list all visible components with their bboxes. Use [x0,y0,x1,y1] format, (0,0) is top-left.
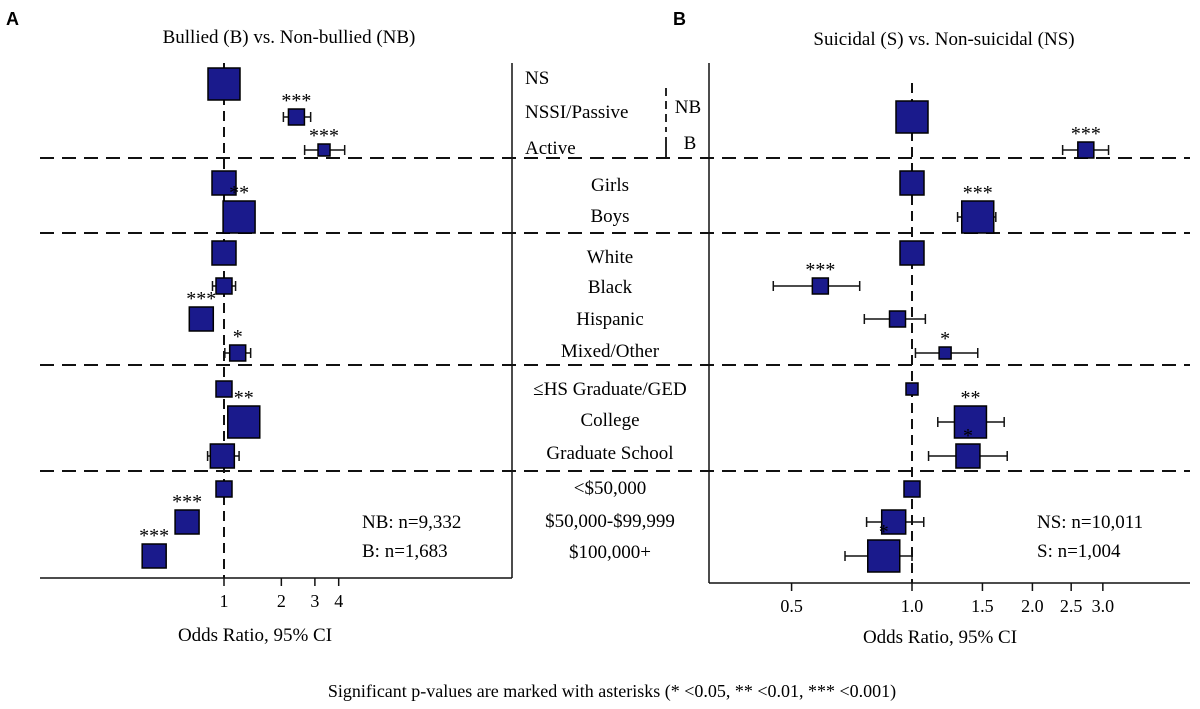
row-label-hs-graduate: ≤HS Graduate/GED [533,379,686,400]
panel-a-significance-label: *** [309,125,339,147]
panel-b-point-marker [899,170,925,196]
side-label-nb: NB [675,97,701,118]
row-label-income-mid: $50,000-$99,999 [545,511,675,532]
panel-a-point-marker [215,480,233,498]
panel-a-x-tick-label: 4 [334,591,343,611]
panel-a-point-marker [141,543,167,569]
panel-b-point-marker [960,200,995,234]
panel-b-significance-label: * [879,521,889,543]
panel-b-point-marker [905,382,919,396]
panel-a-point-marker [174,509,200,535]
panel-a-sample-size-nb: NB: n=9,332 [362,512,461,533]
panel-a-point-marker [215,277,233,295]
panel-b-title: Suicidal (S) vs. Non-suicidal (NS) [813,29,1074,50]
panel-b-point-marker [811,277,830,295]
panel-a-point-marker [209,443,236,469]
row-label-white: White [587,247,633,268]
panel-b-x-tick-label: 3.0 [1092,596,1115,616]
panel-b-point-marker [1077,141,1095,159]
row-label-income-low: <$50,000 [574,478,646,499]
panel-b-x-tick-label: 2.5 [1060,596,1083,616]
row-label-graduate-school: Graduate School [546,443,673,464]
panel-b-point-marker [888,310,907,328]
panel-a-marks: 1 2 3 4******************** [139,67,346,611]
row-label-black: Black [588,277,633,298]
panel-a-point-marker [287,108,306,126]
panel-b-point-marker [899,240,925,266]
panel-a-point-marker [207,67,241,101]
panel-a-significance-label: * [233,326,243,348]
panel-a-point-marker [211,170,237,196]
panel-a-significance-label: ** [234,387,254,409]
panel-a-point-marker [215,380,233,398]
panel-a-point-marker [227,405,261,439]
panel-b-letter: B [673,9,686,29]
row-label-income-high: $100,000+ [569,542,651,563]
panel-b-x-tick-label: 0.5 [780,596,803,616]
panel-b-point-marker [953,405,988,439]
panel-a-significance-label: *** [172,491,202,513]
side-label-b: B [684,133,697,154]
panel-a-letter: A [6,9,19,29]
panel-b-significance-label: ** [960,387,980,409]
panel-b-significance-label: *** [1071,123,1101,145]
row-label-active: Active [525,138,576,159]
panel-b-x-axis-label: Odds Ratio, 95% CI [863,627,1017,648]
row-label-ns: NS [525,68,549,89]
panel-a-point-marker [317,143,331,157]
row-label-boys: Boys [590,206,629,227]
panel-a-sample-size-b: B: n=1,683 [362,541,448,562]
panel-b-x-tick-label: 1.0 [901,596,924,616]
panel-b-point-marker [880,509,907,535]
panel-a-x-tick-label: 2 [277,591,286,611]
panel-b-sample-size-s: S: n=1,004 [1037,541,1121,562]
row-label-college: College [580,410,639,431]
panel-b-point-marker [955,443,981,469]
panel-a-significance-label: ** [229,182,249,204]
panel-b-significance-label: *** [963,182,993,204]
panel-a-point-marker [222,200,256,234]
panel-b-significance-label: *** [805,259,835,281]
row-label-nssi-passive: NSSI/Passive [525,102,628,123]
panel-b-significance-label: * [940,328,950,350]
panel-b-significance-label: * [963,425,973,447]
panel-b-sample-size-ns: NS: n=10,011 [1037,512,1143,533]
row-label-mixed-other: Mixed/Other [561,341,660,362]
panel-a-x-axis-label: Odds Ratio, 95% CI [178,625,332,646]
panel-b-marks: 0.5 1.0 1.5 2.0 2.5 3.0************** [772,100,1115,616]
panel-a-title: Bullied (B) vs. Non-bullied (NB) [163,27,416,48]
panel-a-point-marker [211,240,237,266]
panel-a-x-tick-label: 3 [310,591,319,611]
panel-a-point-marker [228,344,247,362]
row-label-girls: Girls [591,175,629,196]
panel-b-point-marker [903,480,921,498]
panel-b-point-marker [867,539,901,573]
panel-a-significance-label: *** [281,90,311,112]
panel-a-significance-label: *** [139,525,169,547]
panel-b-point-marker [895,100,929,134]
panel-b-x-tick-label: 2.0 [1021,596,1044,616]
panel-a-point-marker [188,306,215,332]
row-label-hispanic: Hispanic [576,309,644,330]
panel-a-x-tick-label: 1 [220,591,229,611]
figure-caption: Significant p-values are marked with ast… [328,681,896,702]
panel-b-x-tick-label: 1.5 [971,596,994,616]
panel-b-point-marker [938,346,952,360]
panel-a-significance-label: *** [186,288,216,310]
